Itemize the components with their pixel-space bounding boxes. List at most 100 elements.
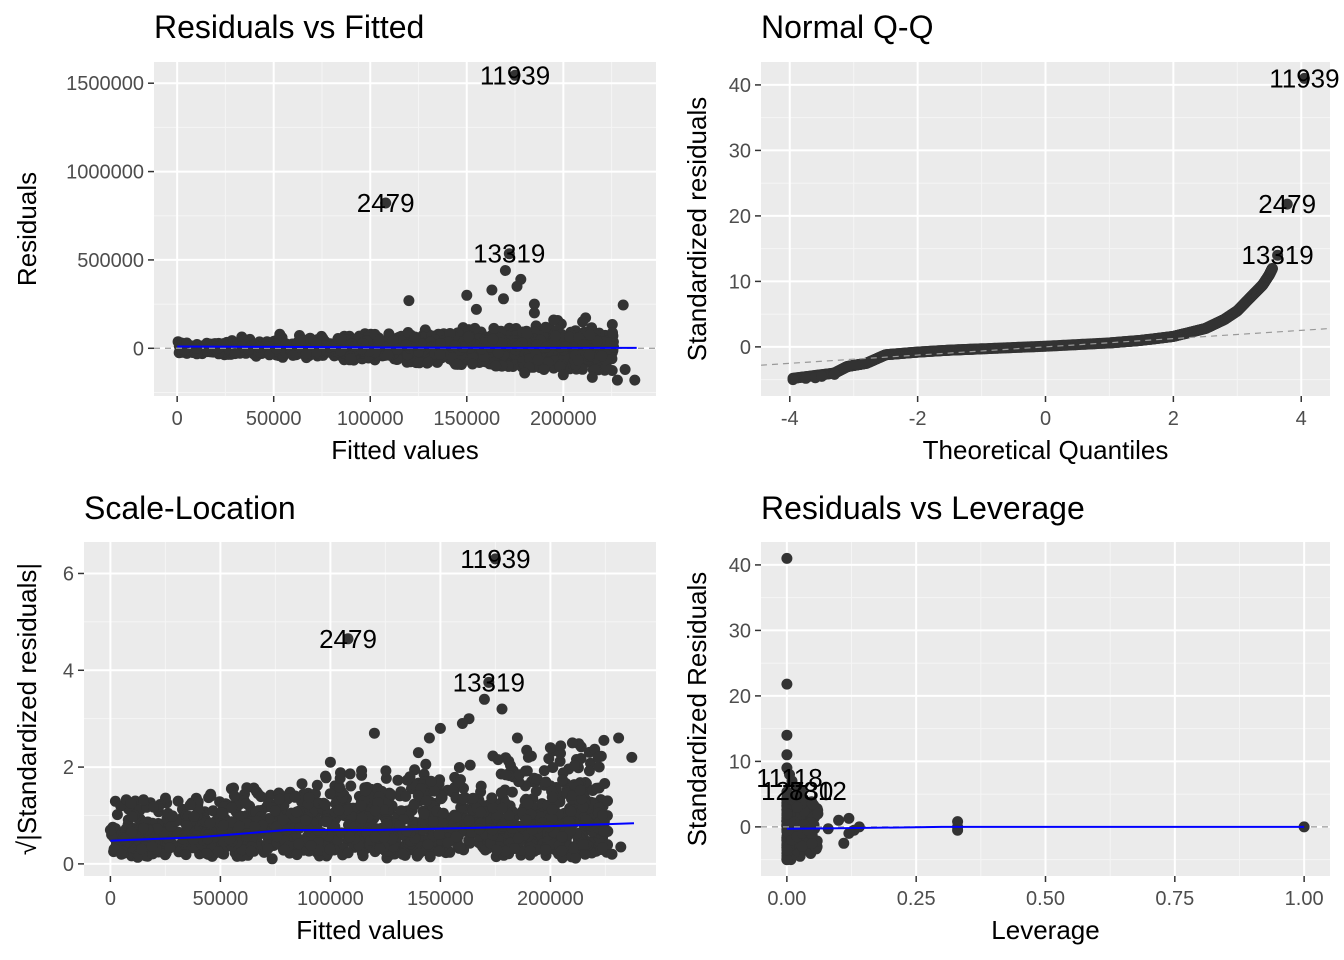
cloud-point [319, 799, 331, 811]
cloud-point [554, 755, 566, 767]
cloud-point [136, 843, 148, 855]
cloud-point [549, 330, 561, 342]
cloud-point [540, 776, 552, 788]
cloud-point [520, 814, 532, 826]
data-point [511, 732, 523, 744]
data-point [519, 367, 531, 379]
cloud-point [474, 823, 485, 835]
data-point [1272, 249, 1284, 261]
cloud-point [597, 842, 609, 854]
cloud-point [138, 822, 149, 834]
cloud-point [380, 765, 392, 777]
data-point [483, 676, 495, 688]
cloud-point [291, 849, 303, 861]
data-point [802, 824, 814, 836]
cloud-point [557, 774, 569, 786]
data-layer [154, 69, 656, 386]
x-tick-label: 4 [1296, 408, 1307, 430]
cloud-point [506, 822, 518, 834]
data-point [345, 353, 357, 365]
cloud-point [434, 349, 446, 360]
cloud-point [412, 790, 424, 802]
data-point [789, 791, 801, 803]
data-point [470, 303, 482, 315]
cloud-point [463, 815, 475, 827]
data-point [342, 633, 354, 645]
x-axis-title: Fitted values [331, 435, 478, 465]
cloud-point [506, 786, 518, 798]
x-tick-label: 0.00 [767, 888, 806, 910]
cloud-point [436, 816, 448, 828]
data-point [509, 69, 521, 81]
y-tick-label: 4 [63, 660, 74, 682]
cloud-point [245, 845, 257, 857]
cloud-point [547, 762, 559, 773]
cloud-point [181, 820, 193, 832]
cloud-point [424, 851, 436, 863]
cloud-point [475, 806, 487, 818]
data-point [781, 678, 793, 690]
cloud-point [305, 840, 317, 851]
y-tick-label: 20 [729, 206, 751, 228]
cloud-point [392, 774, 404, 786]
cloud-point [449, 340, 461, 352]
x-tick-label: 200000 [517, 888, 584, 910]
cloud-point [395, 805, 407, 817]
cloud-point [565, 805, 577, 817]
cloud-point [386, 833, 398, 845]
data-layer [104, 553, 638, 865]
cloud-point [374, 334, 385, 346]
cloud-point [255, 791, 267, 803]
data-point [486, 284, 498, 296]
data-point [544, 742, 556, 754]
cloud-point [387, 335, 399, 346]
point-label: 13319 [473, 239, 545, 269]
cloud-point [333, 804, 345, 816]
cloud-point [335, 333, 347, 345]
cloud-point [266, 853, 278, 865]
point-label: 12730 [761, 776, 833, 806]
chart-title: Residuals vs Leverage [761, 490, 1085, 526]
data-point [538, 364, 550, 375]
cloud-point [602, 795, 613, 807]
cloud-point [592, 751, 604, 763]
data-point [324, 756, 336, 768]
data-point [812, 808, 824, 820]
cloud-point [167, 810, 178, 822]
cloud-point [512, 832, 524, 844]
cloud-point [355, 800, 367, 812]
cloud-point [464, 759, 476, 771]
cloud-point [540, 844, 552, 856]
cloud-point [422, 838, 434, 850]
point-label: 2479 [357, 188, 415, 218]
chart-title: Scale-Location [84, 490, 296, 526]
data-point [1281, 198, 1293, 210]
y-tick-label: 0 [740, 817, 751, 839]
cloud-point [356, 769, 368, 781]
data-point [229, 348, 241, 360]
data-point [403, 295, 415, 307]
data-point [781, 844, 793, 856]
cloud-point [164, 842, 176, 854]
cloud-point [457, 793, 469, 805]
data-point [586, 371, 598, 383]
data-point [626, 751, 638, 763]
data-point [528, 298, 540, 310]
cloud-point [593, 761, 605, 773]
cloud-point [567, 790, 579, 801]
y-tick-label: 40 [729, 75, 751, 97]
cloud-point [320, 772, 332, 784]
x-tick-label: 0.25 [897, 888, 936, 910]
cloud-point [217, 819, 229, 831]
cloud-point [564, 825, 576, 837]
cloud-point [520, 765, 531, 777]
cloud-point [126, 826, 138, 838]
data-point [613, 732, 625, 744]
cloud-point [420, 795, 432, 807]
data-point [422, 356, 434, 368]
cloud-point [488, 322, 500, 334]
cloud-point [574, 784, 586, 796]
x-tick-label: 0.75 [1155, 888, 1194, 910]
y-tick-label: 30 [729, 140, 751, 162]
cloud-point [355, 343, 367, 355]
